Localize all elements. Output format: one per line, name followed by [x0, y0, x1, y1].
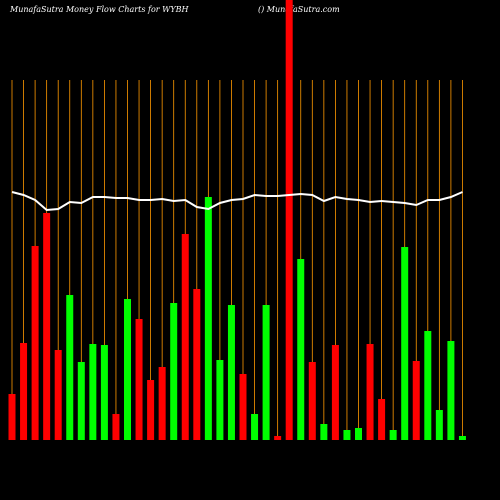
bar — [412, 361, 420, 440]
bar — [89, 344, 97, 440]
bar — [297, 259, 305, 440]
chart-subtitle: () MunafaSutra.com — [258, 5, 340, 14]
bar — [54, 350, 62, 440]
bar — [447, 341, 455, 440]
bar — [170, 303, 178, 440]
bar — [274, 436, 282, 440]
bar — [389, 430, 397, 440]
bar — [320, 424, 328, 440]
bar — [158, 367, 166, 440]
bar — [308, 362, 316, 440]
bar — [424, 331, 432, 440]
bar — [66, 295, 74, 440]
bar — [435, 410, 443, 440]
bar — [181, 234, 189, 440]
bar — [43, 213, 51, 440]
bar — [401, 247, 409, 440]
bar — [458, 436, 466, 440]
chart-title: MunafaSutra Money Flow Charts for WYBH — [9, 5, 190, 14]
bar — [227, 305, 235, 440]
bar — [124, 299, 131, 440]
bar — [135, 319, 143, 440]
bar — [366, 344, 374, 440]
bar — [193, 289, 201, 440]
bar — [20, 343, 28, 440]
bar — [8, 394, 16, 440]
bar — [216, 360, 224, 440]
bar — [204, 197, 212, 440]
bar — [100, 345, 108, 440]
bar — [343, 430, 351, 440]
bar — [355, 428, 362, 440]
bar — [378, 399, 386, 440]
bar — [285, 0, 293, 440]
bar — [331, 345, 339, 440]
bar — [147, 380, 155, 440]
bar — [77, 362, 85, 440]
bar — [251, 414, 259, 440]
money-flow-line — [11, 191, 463, 212]
bar — [262, 305, 270, 440]
bar — [239, 374, 247, 440]
bar — [112, 414, 120, 440]
bar — [31, 246, 39, 440]
